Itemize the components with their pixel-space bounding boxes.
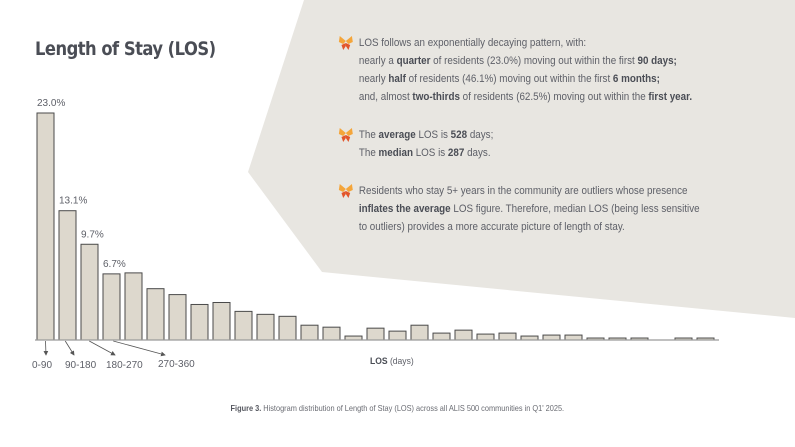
- category-pointer-arrow: [89, 340, 116, 356]
- note-text: LOS is: [415, 129, 451, 141]
- note-text: The: [358, 129, 379, 141]
- histogram-bar: [234, 310, 253, 341]
- histogram-bar: [80, 243, 99, 341]
- note-text: inflates the average: [358, 203, 451, 215]
- note-text: LOS figure. Therefore, median LOS (being…: [450, 203, 700, 215]
- figure-caption: Figure 3. Histogram distribution of Leng…: [230, 404, 565, 413]
- histogram-bar: [388, 330, 407, 341]
- note-text: LOS is: [412, 147, 448, 159]
- data-label: 23.0%: [37, 98, 65, 109]
- histogram-bar: [498, 332, 517, 341]
- note-text: to outliers) provides a more accurate pi…: [358, 221, 625, 233]
- insight-note: Residents who stay 5+ years in the commu…: [338, 182, 794, 236]
- histogram-bar: [542, 334, 561, 341]
- note-text: average: [378, 129, 416, 141]
- note-text: of residents (23.0%) moving out within t…: [430, 55, 638, 67]
- histogram-bar: [476, 333, 495, 341]
- note-text: nearly a: [358, 55, 397, 67]
- note-text: 528: [450, 129, 468, 141]
- category-label: 180-270: [106, 360, 143, 371]
- data-label: 13.1%: [59, 196, 87, 207]
- chart-title: Length of Stay (LOS): [35, 38, 216, 60]
- category-label: 90-180: [65, 360, 97, 371]
- histogram-bar: [300, 324, 319, 341]
- histogram-bar: [432, 332, 451, 341]
- note-text: of residents (46.1%) moving out within t…: [405, 73, 613, 85]
- histogram-bar: [564, 334, 583, 341]
- note-text: 287: [447, 147, 465, 159]
- note-text: quarter: [396, 55, 431, 67]
- histogram-bar: [278, 315, 297, 341]
- note-text: half: [388, 73, 406, 85]
- histogram-bar: [410, 324, 429, 341]
- butterfly-icon: [338, 128, 353, 142]
- insight-note: The average LOS is 528 days; The median L…: [338, 126, 794, 162]
- butterfly-icon: [338, 36, 353, 50]
- category-pointer-arrow: [64, 340, 75, 356]
- insight-note: LOS follows an exponentially decaying pa…: [338, 34, 794, 106]
- histogram-bar: [322, 326, 341, 341]
- note-text: 90 days;: [637, 55, 677, 67]
- histogram-bar: [102, 273, 121, 341]
- note-text: days.: [464, 147, 491, 159]
- x-axis-label: LOS (days): [370, 356, 414, 367]
- histogram-chart: 23.0% 13.1% 9.7% 6.7% 0-90 90-180 180-270 270-…: [32, 98, 719, 371]
- note-text: Residents who stay 5+ years in the commu…: [358, 185, 688, 197]
- note-text: nearly: [358, 73, 389, 85]
- note-text: The: [358, 147, 379, 159]
- note-text: two-thirds: [412, 91, 460, 103]
- histogram-bar: [124, 272, 143, 341]
- histogram-bar: [36, 112, 55, 341]
- histogram-bar: [58, 210, 77, 341]
- note-text: days;: [467, 129, 494, 141]
- histogram-bar: [454, 329, 473, 341]
- histogram-bar: [168, 294, 187, 341]
- note-text: 6 months;: [612, 73, 660, 85]
- category-pointer-arrow: [43, 340, 49, 356]
- note-text: LOS follows an exponentially decaying pa…: [358, 37, 587, 49]
- butterfly-icon: [338, 184, 353, 198]
- histogram-bar: [366, 327, 385, 341]
- category-label: 0-90: [32, 360, 52, 371]
- category-label: 270-360: [158, 359, 195, 370]
- note-text: and, almost: [358, 91, 413, 103]
- histogram-bar: [146, 288, 165, 341]
- note-text: median: [378, 147, 413, 159]
- category-pointer-arrow: [113, 340, 166, 357]
- data-label: 9.7%: [81, 229, 104, 240]
- note-text: first year.: [648, 91, 693, 103]
- histogram-bar: [190, 303, 209, 341]
- histogram-bar: [256, 313, 275, 341]
- note-text: of residents (62.5%) moving out within t…: [459, 91, 649, 103]
- data-label: 6.7%: [103, 259, 126, 270]
- histogram-bar: [212, 301, 231, 341]
- insights-panel: LOS follows an exponentially decaying pa…: [338, 34, 778, 256]
